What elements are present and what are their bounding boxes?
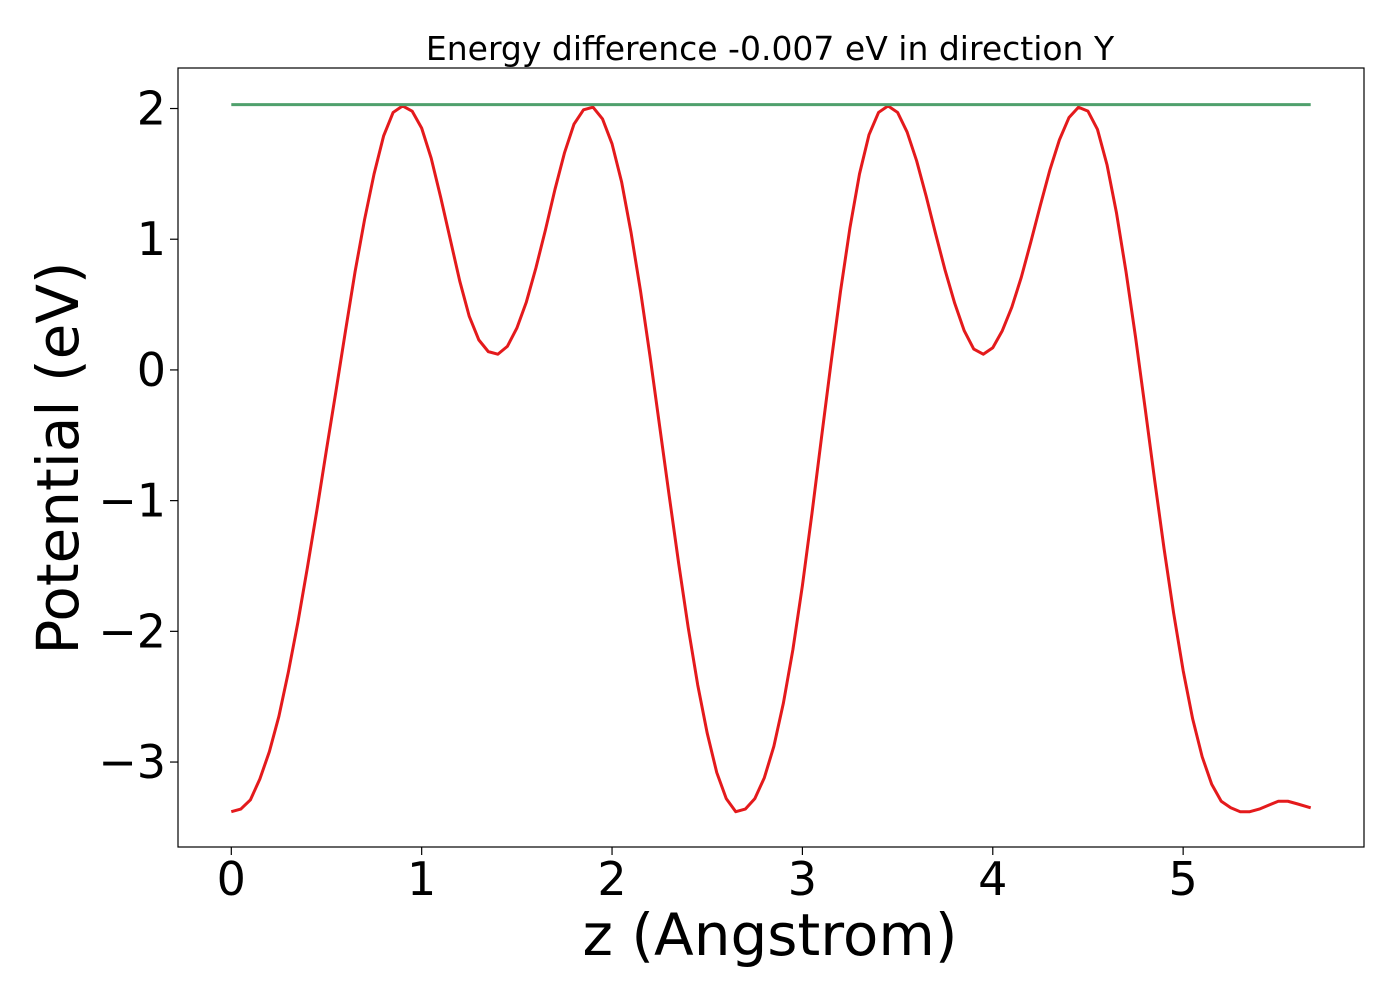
y-axis-label: Potential (eV) <box>24 261 92 654</box>
x-axis-label: z (Angstrom) <box>583 901 958 969</box>
y-tick-label: 1 <box>137 212 166 266</box>
plot-frame <box>177 67 1365 848</box>
x-axis: 0 1 2 3 4 5 <box>217 847 1198 906</box>
y-tick-label: −2 <box>98 604 166 658</box>
x-tick-label: 0 <box>217 852 246 906</box>
y-tick-label: −3 <box>98 735 166 789</box>
x-tick-label: 5 <box>1169 852 1198 906</box>
y-axis: 2 1 0 −1 −2 −3 <box>98 82 178 789</box>
y-tick-label: −1 <box>98 474 166 528</box>
y-tick-label: 2 <box>137 82 166 136</box>
series-layer <box>230 103 1312 814</box>
x-tick-label: 3 <box>788 852 817 906</box>
chart-title: Energy difference -0.007 eV in direction… <box>426 29 1115 68</box>
series-line-0 <box>230 104 1312 814</box>
x-tick-label: 4 <box>978 852 1007 906</box>
y-tick-label: 0 <box>137 343 166 397</box>
x-tick-label: 2 <box>597 852 626 906</box>
x-tick-label: 1 <box>407 852 436 906</box>
